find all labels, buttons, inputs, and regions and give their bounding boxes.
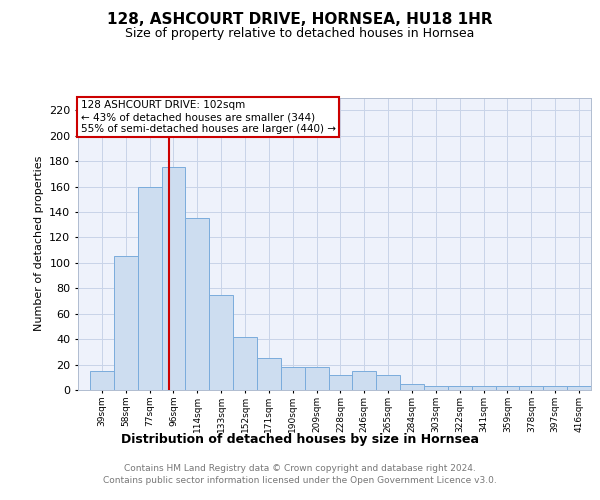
Bar	[424, 386, 448, 390]
Text: Contains HM Land Registry data © Crown copyright and database right 2024.: Contains HM Land Registry data © Crown c…	[124, 464, 476, 473]
Text: Size of property relative to detached houses in Hornsea: Size of property relative to detached ho…	[125, 28, 475, 40]
Bar	[233, 336, 257, 390]
Bar	[352, 371, 376, 390]
Bar	[114, 256, 137, 390]
Bar	[329, 374, 352, 390]
Text: Distribution of detached houses by size in Hornsea: Distribution of detached houses by size …	[121, 432, 479, 446]
Bar	[496, 386, 520, 390]
Bar	[161, 168, 185, 390]
Bar	[281, 367, 305, 390]
Bar	[137, 186, 161, 390]
Bar	[543, 386, 567, 390]
Bar	[209, 294, 233, 390]
Bar	[472, 386, 496, 390]
Text: 128, ASHCOURT DRIVE, HORNSEA, HU18 1HR: 128, ASHCOURT DRIVE, HORNSEA, HU18 1HR	[107, 12, 493, 28]
Bar	[90, 371, 114, 390]
Y-axis label: Number of detached properties: Number of detached properties	[34, 156, 44, 332]
Bar	[520, 386, 543, 390]
Bar	[185, 218, 209, 390]
Bar	[567, 386, 591, 390]
Bar	[305, 367, 329, 390]
Bar	[257, 358, 281, 390]
Bar	[376, 374, 400, 390]
Text: Contains public sector information licensed under the Open Government Licence v3: Contains public sector information licen…	[103, 476, 497, 485]
Text: 128 ASHCOURT DRIVE: 102sqm
← 43% of detached houses are smaller (344)
55% of sem: 128 ASHCOURT DRIVE: 102sqm ← 43% of deta…	[80, 100, 335, 134]
Bar	[400, 384, 424, 390]
Bar	[448, 386, 472, 390]
